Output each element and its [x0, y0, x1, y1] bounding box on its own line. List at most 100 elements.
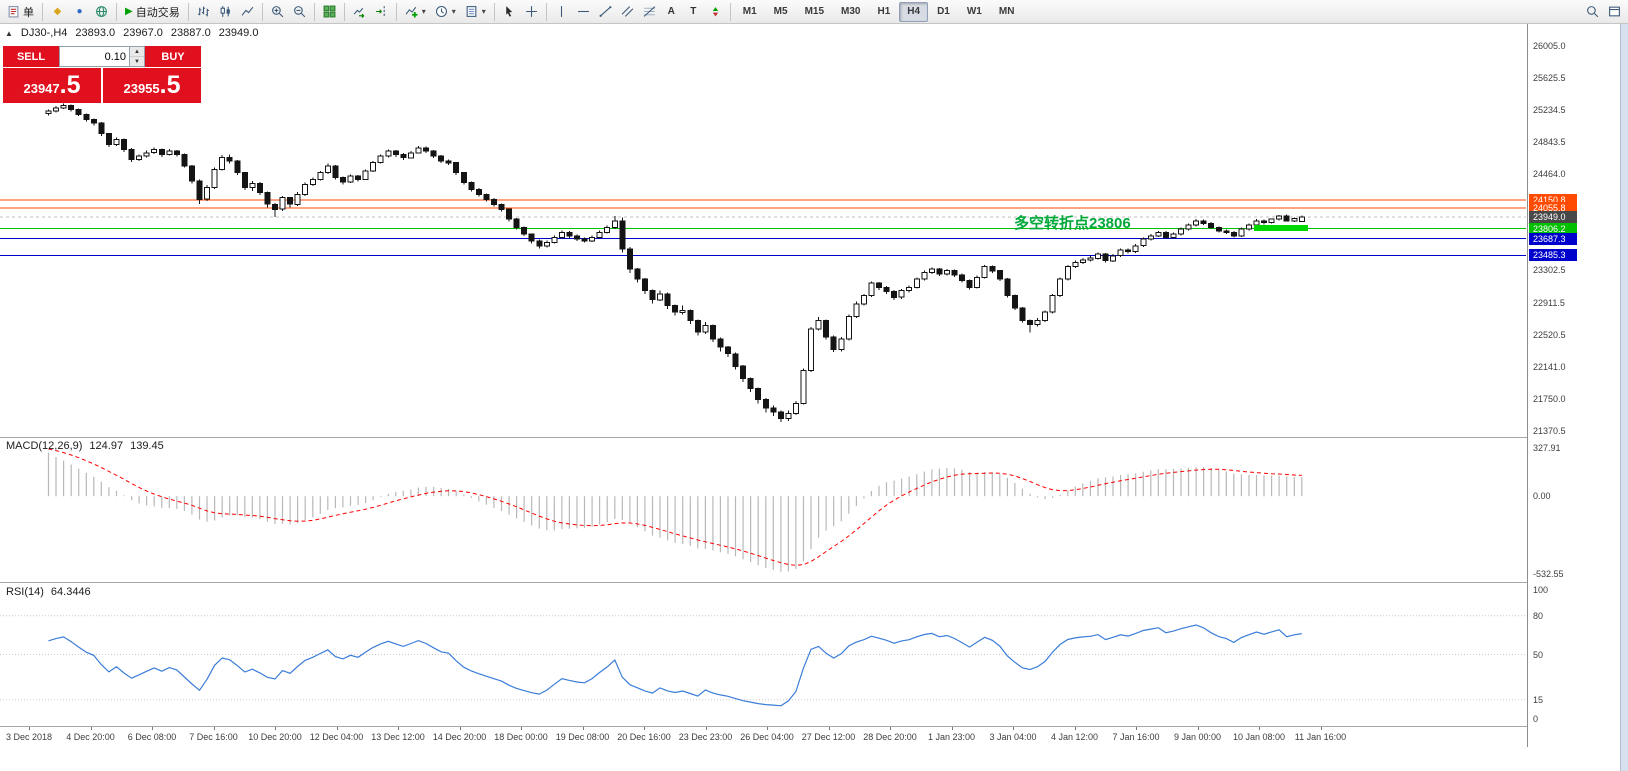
candle — [1117, 249, 1124, 257]
buy-price-display[interactable]: 23955.5 — [103, 68, 201, 103]
time-tick — [1197, 727, 1199, 730]
line-chart-button[interactable] — [237, 2, 258, 22]
navigator-button[interactable] — [91, 2, 112, 22]
candle — [717, 338, 724, 348]
time-axis-label: 9 Jan 00:00 — [1173, 732, 1222, 742]
tile-windows-button[interactable] — [319, 2, 340, 22]
timeframe-h4-button[interactable]: H4 — [899, 1, 929, 22]
horizontal-line-button[interactable] — [573, 2, 594, 22]
rsi-panel-canvas[interactable] — [0, 583, 1526, 726]
rsi-axis-label: 80 — [1533, 610, 1544, 621]
volume-increase-button[interactable]: ▲ — [130, 47, 144, 57]
candle — [445, 160, 452, 164]
time-tick — [1320, 727, 1322, 730]
price-axis-label: 22520.5 — [1533, 330, 1566, 341]
timeframe-h4-button-label: H4 — [907, 6, 921, 17]
candlestick-chart-button[interactable] — [215, 2, 236, 22]
time-tick — [29, 727, 30, 730]
time-axis-label: 23 Dec 23:00 — [678, 732, 733, 742]
candle — [770, 407, 777, 413]
arrows-tool-button[interactable] — [705, 2, 726, 22]
timeframe-m1-button[interactable]: M1 — [735, 2, 765, 22]
new-order-button[interactable]: 单 — [3, 2, 38, 22]
panel-separator[interactable] — [0, 437, 1620, 438]
channel-button[interactable] — [617, 2, 638, 22]
auto-scroll-button[interactable] — [349, 2, 370, 22]
search-button[interactable] — [1582, 2, 1603, 22]
chart-annotation-text[interactable]: 多空转折点23806 — [1014, 215, 1131, 232]
volume-input[interactable] — [60, 47, 129, 66]
zoom-in-button[interactable] — [267, 2, 288, 22]
cursor-button[interactable] — [499, 2, 520, 22]
candle — [959, 274, 965, 282]
candle — [385, 150, 392, 157]
bid-price-label: 23949.0 — [1529, 210, 1577, 223]
rsi-name: RSI(14) — [6, 586, 44, 598]
candle — [596, 232, 603, 238]
timeframe-w1-button[interactable]: W1 — [959, 2, 990, 22]
candle — [936, 268, 943, 275]
crosshair-button[interactable] — [521, 2, 542, 22]
time-axis: 3 Dec 2018 4 Dec 20:00 6 Dec 08:00 7 Dec 16… — [0, 727, 1526, 747]
line-chart-icon — [241, 5, 254, 18]
chart-shift-button[interactable] — [371, 2, 392, 22]
label-tool-button[interactable]: T — [683, 2, 704, 22]
buy-price-major: 23955 — [123, 81, 160, 96]
autotrading-button[interactable]: ▶ 自动交易 — [121, 2, 184, 22]
chart-shift-icon — [375, 5, 388, 18]
ohlc-open: 23893.0 — [75, 27, 116, 39]
periods-button[interactable]: ▾ — [431, 2, 460, 22]
candle — [1125, 249, 1132, 253]
candle — [649, 290, 656, 301]
toolbar-separator — [729, 2, 731, 21]
candle — [747, 378, 754, 390]
candle — [1162, 232, 1169, 238]
candle — [128, 148, 135, 160]
toolbar-separator — [116, 2, 117, 21]
fibonacci-button[interactable] — [639, 2, 660, 22]
panel-collapse-arrow[interactable]: ▲ — [5, 28, 13, 38]
text-tool-button[interactable]: A — [661, 2, 682, 22]
timeframe-m5-button[interactable]: M5 — [766, 2, 796, 22]
timeframe-m30-button[interactable]: M30 — [833, 2, 868, 22]
zoom-out-button[interactable] — [289, 2, 310, 22]
time-axis-label: 14 Dec 20:00 — [432, 732, 487, 742]
candle — [876, 282, 882, 288]
highlight-bar[interactable] — [1254, 225, 1308, 231]
candle — [1230, 232, 1237, 237]
price-level-label[interactable]: 23485.3 — [1529, 249, 1577, 262]
time-axis-label: 28 Dec 20:00 — [863, 732, 917, 742]
macd-panel-canvas[interactable] — [0, 438, 1526, 582]
bar-chart-icon — [197, 5, 210, 18]
price-level-label[interactable]: 23806.2 — [1529, 222, 1577, 235]
timeframe-h1-button[interactable]: H1 — [869, 2, 898, 22]
candle — [845, 315, 852, 340]
indicators-list-button[interactable]: ▾ — [401, 2, 430, 22]
toolbar-separator — [343, 2, 345, 21]
timeframe-m15-button[interactable]: M15 — [797, 2, 832, 22]
volume-decrease-button[interactable]: ▼ — [130, 57, 144, 66]
candle — [838, 338, 845, 351]
time-tick — [582, 727, 584, 730]
buy-button[interactable]: BUY — [145, 46, 201, 67]
candle — [762, 399, 769, 409]
candle — [536, 240, 543, 247]
panel-separator[interactable] — [0, 582, 1620, 583]
vertical-line-button[interactable] — [551, 2, 572, 22]
bar-chart-button[interactable] — [193, 2, 214, 22]
trendline-button[interactable] — [595, 2, 616, 22]
time-axis-label: 3 Jan 04:00 — [989, 732, 1037, 742]
sell-button[interactable]: SELL — [3, 46, 59, 67]
sell-price-display[interactable]: 23947.5 — [3, 68, 101, 103]
candle — [90, 119, 97, 124]
price-level-label[interactable]: 23687.3 — [1529, 232, 1577, 245]
profiles-button[interactable]: ◆ — [47, 2, 68, 22]
timeframe-mn-button[interactable]: MN — [991, 2, 1023, 22]
templates-button[interactable]: ▾ — [461, 2, 490, 22]
candle — [672, 305, 679, 313]
window-list-button[interactable] — [1604, 2, 1625, 22]
vertical-scrollbar[interactable] — [1620, 24, 1628, 771]
timeframe-d1-button[interactable]: D1 — [929, 2, 958, 22]
market-watch-button[interactable]: ● — [69, 2, 90, 22]
toolbar-separator — [493, 2, 495, 21]
